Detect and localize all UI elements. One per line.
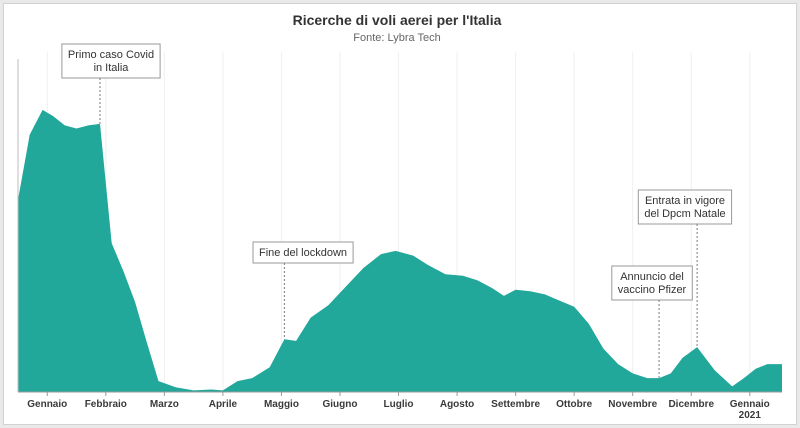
annotation-text: vaccino Pfizer bbox=[618, 284, 687, 296]
x-tick-label: Luglio bbox=[384, 399, 414, 410]
x-tick-label: Ottobre bbox=[556, 399, 593, 410]
x-axis: Gennaio Febbraio Marzo Aprile Maggio Giugno Lu… bbox=[17, 59, 782, 421]
area-series bbox=[18, 109, 782, 393]
annotation-text: del Dpcm Natale bbox=[644, 208, 725, 220]
x-tick-label: 2021 bbox=[739, 410, 762, 421]
x-tick-label: Marzo bbox=[150, 399, 179, 410]
series-area bbox=[18, 109, 782, 393]
annotation-box bbox=[637, 189, 733, 225]
area-chart: Ricerche di voli aerei per l'Italia Font… bbox=[17, 12, 782, 421]
annotation-text: Fine del lockdown bbox=[259, 247, 347, 259]
annotation-box bbox=[611, 265, 693, 301]
annotation-text: in Italia bbox=[94, 62, 130, 74]
x-tick-label: Novembre bbox=[608, 399, 657, 410]
x-tick-label: Giugno bbox=[322, 399, 357, 410]
x-tick-label: Dicembre bbox=[668, 399, 714, 410]
annotation-box bbox=[252, 241, 354, 264]
annotation-text: Entrata in vigore bbox=[645, 195, 725, 207]
x-tick-label: Agosto bbox=[440, 399, 474, 410]
annotation-box bbox=[61, 43, 161, 79]
chart-title: Ricerche di voli aerei per l'Italia bbox=[293, 12, 502, 28]
x-tick-label: Aprile bbox=[209, 399, 238, 410]
chart-frame: Ricerche di voli aerei per l'Italia Font… bbox=[3, 3, 797, 425]
x-tick-label: Febbraio bbox=[85, 399, 127, 410]
x-tick-label: Gennaio bbox=[27, 399, 67, 410]
chart-subtitle: Fonte: Lybra Tech bbox=[353, 32, 440, 44]
annotation: Fine del lockdown bbox=[252, 241, 354, 340]
annotation-text: Annuncio del bbox=[620, 271, 684, 283]
annotation-text: Primo caso Covid bbox=[68, 49, 154, 61]
x-tick-label: Gennaio bbox=[730, 399, 770, 410]
x-tick-label: Settembre bbox=[491, 399, 540, 410]
x-tick-label: Maggio bbox=[264, 399, 299, 410]
